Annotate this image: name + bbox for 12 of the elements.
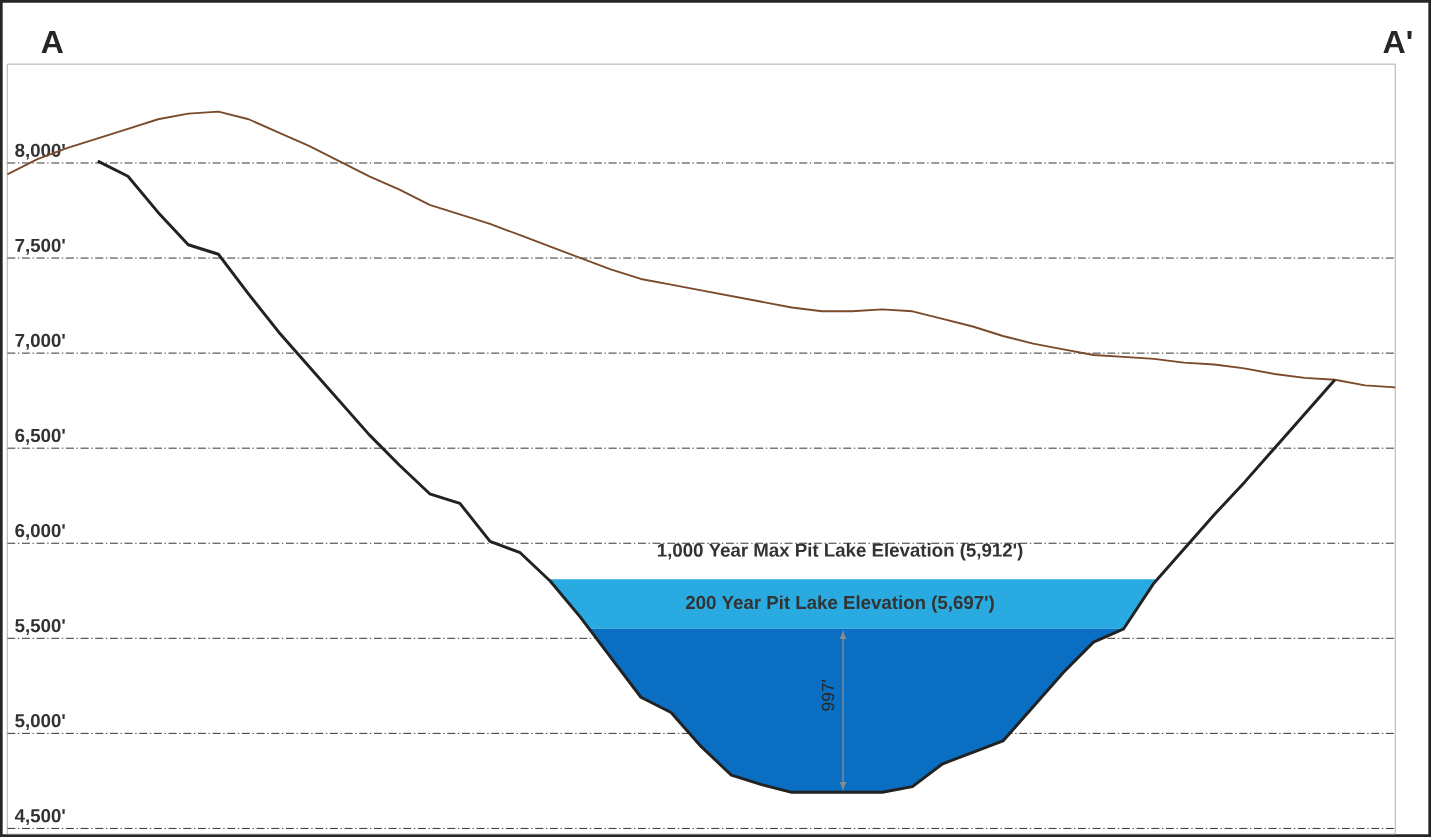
- y-tick-label: 5,000': [15, 714, 65, 730]
- y-tick-label: 7,500': [15, 238, 65, 255]
- text: A': [1383, 30, 1412, 53]
- annotation: 200 Year Pit Lake Elevation (5,697'): [685, 595, 994, 613]
- annotation: 1,000 Year Max Pit Lake Elevation (5,912'): [657, 543, 1023, 561]
- y-tick-label: 6,000': [15, 523, 65, 540]
- annotation: 997': [821, 680, 835, 711]
- y-tick-label: 4,500': [14, 809, 65, 826]
- y-tick-label: 6,500': [15, 428, 65, 445]
- y-tick-label: 7,000': [15, 333, 65, 350]
- y-tick-label: 5,500': [15, 618, 65, 635]
- text: A: [41, 30, 63, 53]
